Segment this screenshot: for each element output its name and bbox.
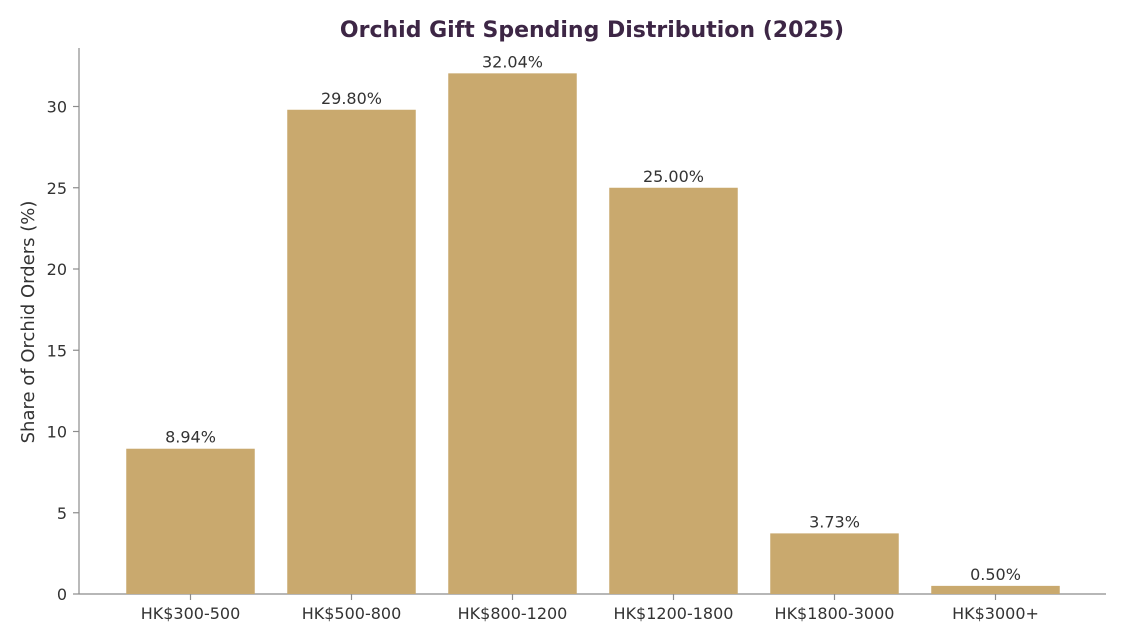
y-tick-label: 10 bbox=[47, 423, 67, 442]
bar bbox=[931, 585, 1060, 594]
chart-title: Orchid Gift Spending Distribution (2025) bbox=[340, 18, 844, 43]
x-tick-label: HK$300-500 bbox=[141, 604, 241, 623]
y-tick-label: 25 bbox=[47, 179, 67, 198]
bar bbox=[126, 448, 255, 594]
y-tick-label: 0 bbox=[57, 585, 67, 604]
plot-area: 0 5 10 15 20 25 30 HK$300-500 8.94% HK$500-800 29.… bbox=[47, 48, 1106, 623]
x-tick-label: HK$800-1200 bbox=[458, 604, 568, 623]
y-axis-label: Share of Orchid Orders (%) bbox=[18, 201, 39, 444]
data-label: 0.50% bbox=[970, 565, 1021, 584]
x-tick-label: HK$1200-1800 bbox=[614, 604, 734, 623]
x-tick-label: HK$1800-3000 bbox=[775, 604, 895, 623]
data-label: 25.00% bbox=[643, 167, 704, 186]
y-tick-label: 20 bbox=[47, 260, 67, 279]
data-label: 8.94% bbox=[165, 428, 216, 447]
bar bbox=[770, 533, 899, 594]
x-tick-label: HK$500-800 bbox=[302, 604, 402, 623]
data-label: 29.80% bbox=[321, 89, 382, 108]
bar bbox=[287, 109, 416, 594]
data-label: 32.04% bbox=[482, 52, 543, 71]
bar bbox=[609, 187, 738, 594]
y-tick-label: 15 bbox=[47, 341, 67, 360]
y-tick-label: 30 bbox=[47, 98, 67, 117]
y-tick-label: 5 bbox=[57, 504, 67, 523]
bar bbox=[448, 73, 577, 595]
data-label: 3.73% bbox=[809, 512, 860, 531]
x-tick-label: HK$3000+ bbox=[952, 604, 1039, 623]
